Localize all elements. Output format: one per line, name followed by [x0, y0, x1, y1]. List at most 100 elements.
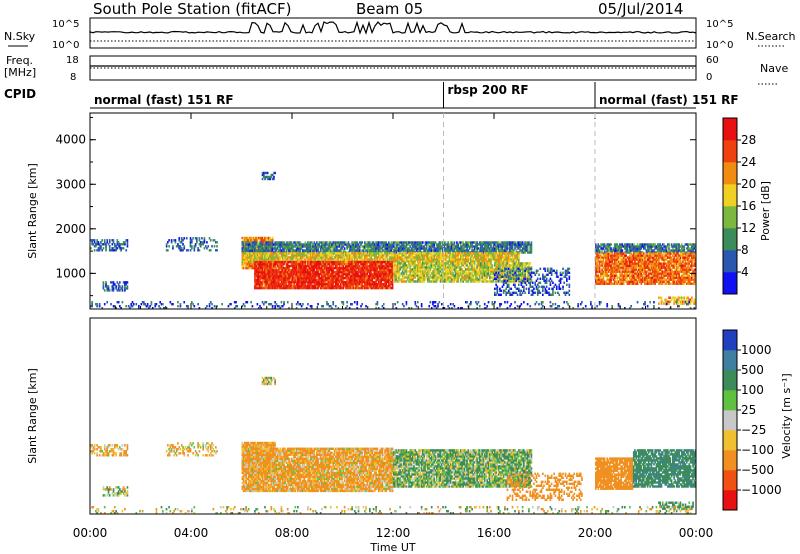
power-cell — [318, 241, 321, 244]
power-cell — [280, 276, 283, 280]
power-cell — [428, 270, 431, 273]
power-cell — [259, 258, 261, 261]
power-cell — [471, 280, 473, 283]
power-cell — [468, 274, 471, 277]
power-cell — [360, 258, 362, 261]
power-cell — [323, 262, 326, 266]
power-cell — [268, 175, 270, 179]
power-cell — [509, 249, 511, 252]
power-cell — [207, 245, 210, 248]
power-cell — [388, 264, 390, 268]
power-cell — [357, 256, 360, 259]
power-cell — [299, 247, 302, 250]
power-cell — [370, 245, 372, 248]
power-cell — [483, 260, 486, 263]
power-cell — [393, 249, 395, 252]
power-cell — [451, 272, 453, 275]
power-cell — [482, 254, 485, 257]
power-cell — [494, 256, 496, 259]
power-cell — [251, 236, 254, 240]
power-cell — [318, 262, 321, 266]
power-cell — [529, 245, 532, 248]
power-cell — [328, 274, 331, 278]
power-cell — [319, 264, 322, 268]
power-cell — [293, 262, 295, 266]
power-cell — [444, 247, 447, 250]
power-cell — [247, 262, 250, 266]
power-cell — [333, 286, 336, 290]
power-cell — [307, 249, 309, 252]
power-cell — [257, 286, 260, 290]
power-cell — [468, 264, 471, 267]
power-cell — [327, 282, 330, 286]
power-cell — [428, 272, 431, 275]
power-cell — [348, 286, 351, 290]
power-cell — [430, 262, 433, 265]
power-cell — [447, 270, 449, 273]
power-cell — [271, 282, 274, 286]
power-cell — [388, 245, 390, 248]
power-cell — [371, 272, 374, 276]
power-cell — [117, 241, 120, 244]
power-cell — [470, 245, 472, 248]
power-cell — [395, 243, 398, 246]
power-cell — [427, 280, 429, 283]
power-cell — [105, 281, 107, 284]
power-cell — [340, 254, 342, 257]
power-cell — [317, 258, 319, 261]
power-cell — [273, 251, 275, 254]
power-cell — [375, 274, 377, 278]
power-cell — [293, 270, 295, 274]
power-cell — [459, 243, 462, 246]
power-cell — [481, 249, 484, 252]
power-cell — [329, 258, 332, 261]
power-cell — [280, 245, 283, 248]
power-cell — [348, 260, 351, 264]
power-cell — [266, 268, 269, 272]
power-cell — [452, 258, 454, 261]
power-cell — [442, 264, 444, 267]
power-cell — [452, 247, 454, 250]
power-cell — [452, 280, 454, 283]
power-cell — [297, 256, 299, 259]
power-cell — [312, 266, 314, 270]
power-cell — [259, 260, 261, 264]
power-cell — [323, 264, 326, 268]
power-cell — [419, 252, 422, 255]
power-cell — [399, 262, 401, 265]
power-cell — [314, 256, 317, 259]
power-cell — [476, 256, 478, 259]
power-cell — [495, 245, 497, 248]
power-cell — [249, 262, 251, 266]
power-cell — [96, 239, 98, 242]
power-cell — [264, 282, 266, 286]
power-cell — [366, 264, 369, 268]
power-cell — [312, 254, 314, 257]
power-cell — [410, 262, 413, 265]
power-cell — [516, 254, 519, 257]
power-cell — [268, 260, 270, 264]
power-cell — [419, 258, 422, 261]
power-cell — [348, 270, 351, 274]
power-cell — [314, 278, 317, 282]
power-cell — [456, 278, 458, 281]
power-cell — [124, 283, 126, 286]
power-cell — [448, 247, 451, 250]
power-cell — [266, 262, 269, 266]
power-cell — [487, 254, 490, 257]
power-cell — [504, 258, 506, 261]
power-cell — [126, 243, 129, 246]
nsky-label: N.Sky — [4, 30, 36, 43]
power-cell — [299, 270, 302, 274]
power-cell — [404, 264, 407, 267]
power-cell — [453, 249, 456, 252]
power-cell — [390, 256, 393, 259]
power-cell — [276, 247, 279, 250]
power-cell — [114, 243, 116, 246]
power-cell — [294, 262, 297, 266]
power-cell — [524, 249, 526, 252]
power-cell — [347, 266, 350, 270]
power-cell — [189, 245, 192, 248]
power-cell — [124, 289, 126, 292]
power-cell — [411, 258, 414, 261]
